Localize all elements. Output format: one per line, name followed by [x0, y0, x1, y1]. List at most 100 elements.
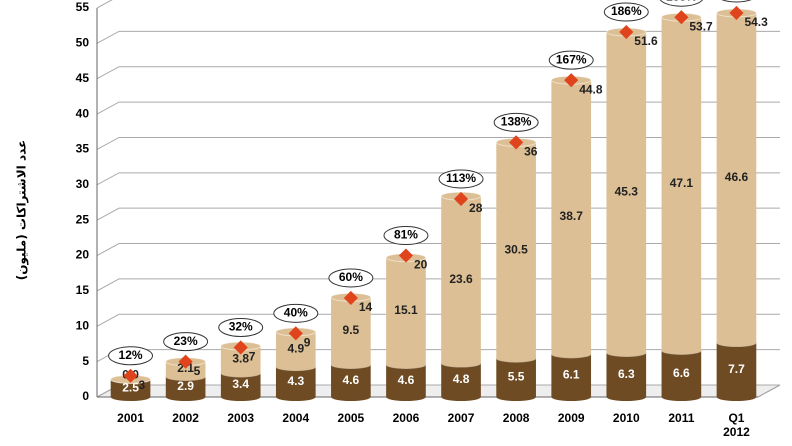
growth-label: 23%	[174, 334, 198, 348]
growth-bubble	[493, 112, 539, 132]
total-marker	[178, 354, 193, 369]
value-label: 4.8	[453, 372, 470, 386]
bar	[716, 12, 757, 343]
bar	[331, 297, 371, 365]
total-label: 9	[304, 336, 311, 350]
y-tick-label: 0	[82, 389, 89, 403]
total-label: 5	[194, 364, 201, 378]
total-marker	[619, 24, 634, 40]
x-tick-label: 2009	[557, 411, 585, 425]
value-label: 2.5	[122, 380, 139, 394]
bar	[661, 350, 702, 397]
growth-bubble	[438, 169, 484, 189]
total-label: 53.7	[689, 19, 713, 33]
value-label: 38.7	[560, 209, 584, 223]
bar	[441, 363, 481, 397]
value-label: 5.5	[508, 370, 525, 384]
x-tick-label: 2005	[337, 411, 365, 425]
bar	[331, 364, 371, 397]
growth-bubble	[328, 268, 374, 288]
total-marker	[398, 248, 414, 263]
total-marker	[233, 340, 248, 355]
x-tick-label: 2010	[612, 411, 640, 425]
total-marker	[564, 73, 579, 88]
x-tick-label: 2004	[282, 411, 310, 425]
growth-label: 167%	[556, 52, 587, 66]
y-tick-label: 35	[76, 142, 90, 156]
growth-bubble	[218, 317, 264, 337]
bar	[496, 358, 536, 397]
total-marker	[288, 326, 303, 341]
total-label: 51.6	[634, 34, 658, 48]
value-label: 6.1	[563, 368, 580, 382]
y-tick-label: 30	[76, 177, 90, 191]
bar	[275, 366, 316, 397]
bar	[551, 353, 592, 397]
grid-line	[96, 30, 780, 44]
growth-label: 138%	[501, 115, 532, 129]
total-marker	[453, 191, 469, 207]
value-label: 47.1	[670, 176, 694, 190]
value-label: 46.6	[725, 170, 749, 184]
value-label: 7.7	[728, 362, 745, 376]
value-label: 6.3	[618, 367, 635, 381]
growth-bubble	[163, 332, 209, 352]
bar	[441, 196, 481, 364]
value-label: 15.1	[394, 303, 418, 317]
x-tick-label: 2007	[447, 411, 475, 425]
y-axis-label: عدد الاشتراكات (مليون)	[15, 140, 30, 280]
total-label: 20	[414, 258, 428, 272]
growth-label: 60%	[339, 270, 363, 284]
bar	[496, 142, 536, 359]
growth-bubble	[659, 0, 703, 7]
y-tick-label: 25	[76, 212, 90, 226]
value-label: 4.6	[398, 373, 415, 387]
total-marker	[509, 135, 524, 150]
growth-bubble	[548, 50, 594, 70]
growth-label: 188%	[666, 0, 697, 3]
y-tick-label: 55	[76, 0, 90, 14]
grid-line	[96, 0, 113, 9]
value-label: 3.4	[232, 377, 249, 391]
bar	[606, 32, 647, 353]
y-tick-label: 10	[76, 318, 90, 332]
growth-label: 40%	[284, 306, 308, 320]
x-tick-label: 2002	[172, 411, 199, 425]
y-tick-label: 20	[76, 248, 90, 262]
total-label: 14	[359, 300, 373, 314]
total-label: 3	[139, 378, 146, 392]
total-label: 44.8	[579, 82, 603, 96]
bar	[386, 257, 426, 365]
value-label: 6.6	[673, 366, 690, 380]
growth-bubble	[603, 2, 649, 22]
x-tick-label: 2003	[227, 411, 255, 425]
total-label: 36	[524, 145, 538, 159]
value-label: 3.8	[232, 352, 249, 366]
y-tick-label: 40	[76, 106, 90, 120]
y-tick-label: 50	[76, 36, 90, 50]
total-label: 54.3	[744, 15, 768, 29]
growth-bubble	[273, 303, 319, 323]
growth-label: 186%	[611, 4, 642, 18]
x-tick-label: Q1 2012	[723, 411, 750, 439]
total-marker	[729, 5, 744, 21]
growth-label: 12%	[119, 348, 143, 362]
value-label: 4.9	[287, 341, 304, 355]
x-tick-label: 2001	[117, 411, 144, 425]
growth-label: 32%	[229, 320, 253, 334]
y-tick-label: 5	[82, 354, 89, 368]
bar	[661, 17, 702, 351]
bar	[165, 376, 206, 397]
value-label: 2.9	[177, 379, 194, 393]
growth-bubble	[108, 346, 154, 366]
value-label: 23.6	[449, 272, 473, 286]
bar	[110, 379, 151, 397]
x-tick-label: 2011	[668, 411, 695, 425]
growth-label: 113%	[446, 171, 476, 185]
value-label: 4.3	[287, 374, 304, 388]
bar	[551, 80, 592, 354]
total-marker	[343, 290, 358, 306]
bar	[606, 352, 647, 397]
x-tick-label: 2006	[392, 411, 420, 425]
